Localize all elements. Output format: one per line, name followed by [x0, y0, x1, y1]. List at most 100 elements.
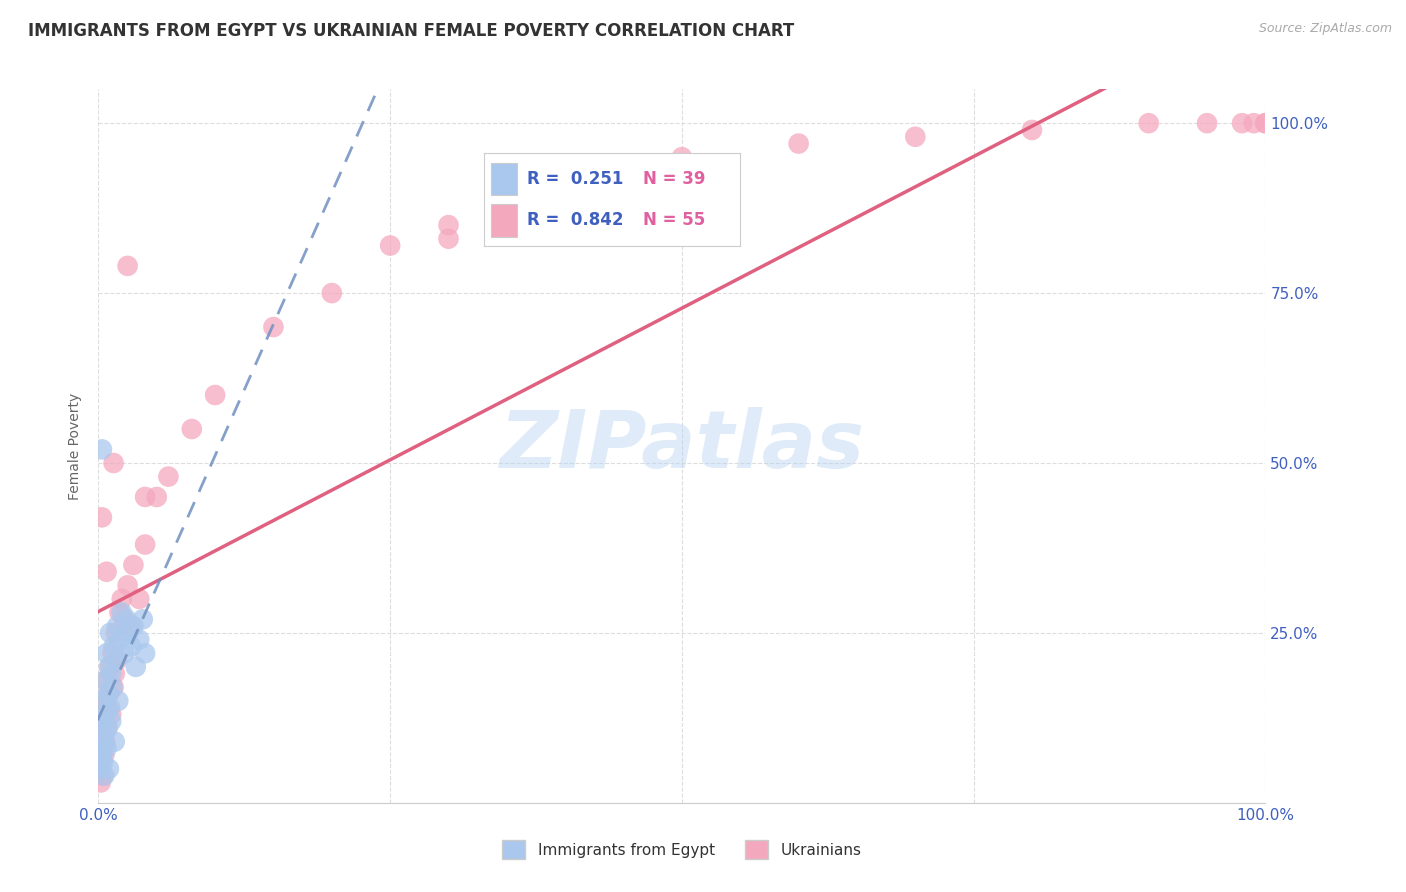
Point: [134, 646, 156, 660]
Point: [132, 612, 155, 626]
Text: N = 55: N = 55: [643, 211, 704, 229]
Point: [112, 612, 135, 626]
Point: [378, 238, 402, 252]
Text: Source: ZipAtlas.com: Source: ZipAtlas.com: [1258, 22, 1392, 36]
Point: [97, 660, 120, 674]
Point: [90, 741, 112, 756]
Point: [180, 422, 202, 436]
Point: [437, 232, 460, 246]
Text: R =  0.251: R = 0.251: [527, 170, 623, 188]
FancyBboxPatch shape: [491, 204, 517, 237]
Point: [103, 680, 125, 694]
Point: [98, 700, 121, 714]
Point: [93, 769, 115, 783]
Point: [93, 748, 115, 763]
Point: [1021, 123, 1043, 137]
Point: [100, 714, 122, 729]
Y-axis label: Female Poverty: Female Poverty: [69, 392, 83, 500]
Point: [89, 741, 111, 756]
Point: [108, 606, 131, 620]
Point: [554, 184, 576, 198]
Text: ZIPatlas: ZIPatlas: [499, 407, 865, 485]
Point: [146, 490, 169, 504]
Point: [117, 259, 139, 273]
Point: [262, 320, 284, 334]
Point: [97, 700, 120, 714]
Point: [96, 565, 118, 579]
Point: [90, 748, 112, 763]
Point: [128, 591, 150, 606]
Point: [96, 741, 118, 756]
Point: [118, 626, 141, 640]
Point: [97, 762, 120, 776]
Text: IMMIGRANTS FROM EGYPT VS UKRAINIAN FEMALE POVERTY CORRELATION CHART: IMMIGRANTS FROM EGYPT VS UKRAINIAN FEMAL…: [28, 22, 794, 40]
Point: [98, 660, 121, 674]
Point: [437, 218, 460, 232]
Point: [104, 653, 127, 667]
Point: [111, 591, 134, 606]
Point: [97, 687, 120, 701]
Point: [787, 136, 810, 151]
Point: [115, 612, 138, 626]
Point: [1137, 116, 1160, 130]
Point: [91, 728, 114, 742]
Point: [103, 640, 125, 654]
Point: [94, 734, 117, 748]
Point: [117, 578, 139, 592]
Point: [671, 150, 693, 164]
Point: [108, 632, 131, 647]
Point: [91, 728, 114, 742]
Point: [90, 714, 112, 729]
Point: [101, 646, 124, 660]
Point: [104, 734, 127, 748]
Point: [89, 762, 111, 776]
Point: [91, 769, 114, 783]
Point: [96, 646, 118, 660]
Point: [1254, 116, 1277, 130]
Point: [90, 442, 112, 457]
Point: [1243, 116, 1265, 130]
Point: [98, 626, 121, 640]
Point: [90, 775, 112, 789]
Point: [904, 129, 927, 144]
Point: [90, 755, 112, 769]
Point: [111, 606, 134, 620]
Point: [112, 646, 135, 660]
Text: R =  0.842: R = 0.842: [527, 211, 624, 229]
Point: [100, 666, 122, 681]
Point: [94, 707, 117, 722]
Point: [104, 626, 127, 640]
Point: [91, 755, 114, 769]
Point: [157, 469, 180, 483]
Point: [122, 558, 145, 572]
Point: [96, 721, 118, 735]
Point: [90, 714, 112, 729]
Point: [120, 619, 142, 633]
Point: [104, 666, 127, 681]
Point: [128, 632, 150, 647]
Point: [105, 653, 128, 667]
Legend: Immigrants from Egypt, Ukrainians: Immigrants from Egypt, Ukrainians: [495, 832, 869, 866]
Point: [1195, 116, 1218, 130]
Point: [495, 198, 517, 212]
Point: [134, 537, 156, 551]
FancyBboxPatch shape: [491, 162, 517, 195]
Point: [90, 510, 112, 524]
Point: [94, 673, 117, 688]
Point: [105, 619, 128, 633]
Point: [125, 660, 148, 674]
Point: [90, 694, 112, 708]
Text: N = 39: N = 39: [643, 170, 706, 188]
Point: [321, 286, 343, 301]
Point: [204, 388, 226, 402]
Point: [97, 721, 120, 735]
Point: [97, 687, 120, 701]
Point: [103, 456, 125, 470]
Point: [134, 490, 156, 504]
Point: [93, 734, 115, 748]
Point: [122, 619, 145, 633]
Point: [1230, 116, 1253, 130]
Point: [120, 640, 142, 654]
Point: [94, 673, 117, 688]
Point: [1254, 116, 1277, 130]
